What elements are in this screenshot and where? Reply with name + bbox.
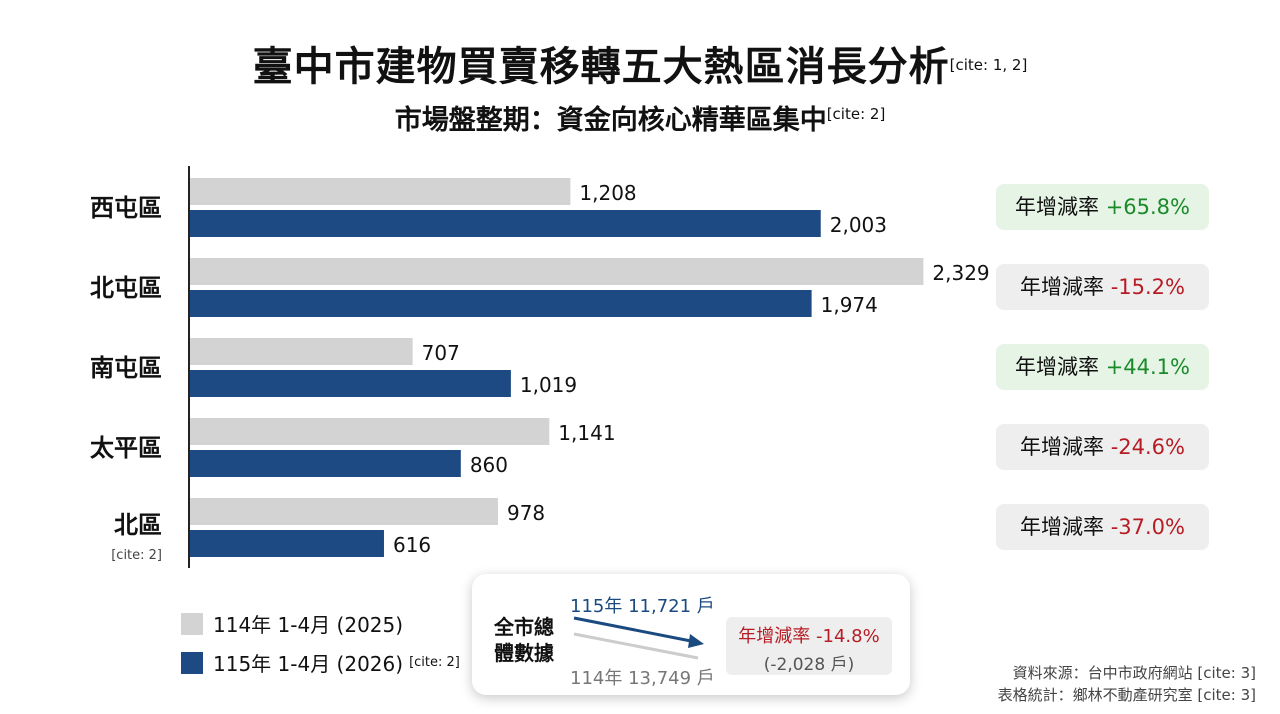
- data-label-beitun-2025: 2,329: [932, 261, 989, 285]
- data-label-xitun-2026: 2,003: [830, 213, 887, 237]
- subtitle-citation: [cite: 2]: [826, 105, 886, 123]
- growth-value: -15.2%: [1110, 275, 1185, 299]
- bar-taiping-2026: [190, 450, 461, 477]
- growth-badge-taiping: 年增減率 -24.6%: [996, 424, 1209, 470]
- legend-item-2025: 114年 1-4月 (2025): [181, 609, 403, 638]
- growth-label: 年增減率: [1020, 275, 1104, 299]
- bar-north-2025: [190, 498, 498, 525]
- total-card-title: 全市總體數據: [494, 615, 554, 665]
- growth-badge-nantun: 年增減率 +44.1%: [996, 344, 1209, 390]
- growth-label: 年增減率: [1015, 355, 1099, 379]
- title-text: 臺中市建物買賣移轉五大熱區消長分析: [252, 44, 950, 90]
- legend-item-2026: 115年 1-4月 (2026) [cite: 2]: [181, 648, 460, 677]
- bar-nantun-2026: [190, 370, 511, 397]
- category-label-nantun: 南屯區: [90, 354, 162, 382]
- bar-xitun-2026: [190, 210, 821, 237]
- source-line: 資料來源：台中市政府網站 [cite: 3]: [1012, 664, 1256, 682]
- data-label-north-2026: 616: [393, 533, 431, 557]
- legend-label-2025: 114年 1-4月 (2025): [213, 613, 404, 637]
- category-label-xitun: 西屯區: [90, 194, 162, 222]
- growth-label: 年增減率: [1020, 435, 1104, 459]
- total-rate-value: 年增減率 -14.8%: [738, 626, 880, 647]
- total-rate-box: 年增減率 -14.8% (-2,028 戶): [726, 617, 892, 675]
- legend-swatch-2026: [181, 651, 203, 674]
- data-label-taiping-2026: 860: [470, 453, 508, 477]
- category-citation: [cite: 2]: [111, 548, 162, 563]
- growth-value: +65.8%: [1105, 195, 1190, 219]
- bar-beitun-2026: [190, 290, 812, 317]
- total-diff-value: (-2,028 戶): [763, 655, 855, 675]
- category-label-north: 北區: [114, 511, 162, 539]
- data-label-north-2025: 978: [507, 501, 545, 525]
- legend-swatch-2025: [181, 612, 203, 635]
- bar-nantun-2025: [190, 338, 413, 365]
- legend-label-2026: 115年 1-4月 (2026): [213, 652, 404, 676]
- total-old-value: 114年 13,749 戶: [570, 668, 715, 689]
- growth-label: 年增減率: [1015, 195, 1099, 219]
- data-label-beitun-2026: 1,974: [821, 293, 878, 317]
- chart-title: 臺中市建物買賣移轉五大熱區消長分析[cite: 1, 2]: [0, 34, 1280, 92]
- trend-arrow-icon: [573, 616, 704, 660]
- legend-citation: [cite: 2]: [409, 655, 460, 670]
- data-label-nantun-2025: 707: [422, 341, 460, 365]
- total-new-value: 115年 11,721 戶: [570, 596, 715, 617]
- bar-beitun-2025: [190, 258, 924, 285]
- bar-xitun-2025: [190, 178, 571, 205]
- growth-badge-north: 年增減率 -37.0%: [996, 504, 1209, 550]
- compiler-line: 表格統計：鄉林不動產研究室 [cite: 3]: [997, 686, 1256, 704]
- bar-north-2026: [190, 530, 384, 557]
- chart-subtitle: 市場盤整期：資金向核心精華區集中[cite: 2]: [0, 98, 1280, 137]
- growth-value: +44.1%: [1105, 355, 1190, 379]
- title-citation: [cite: 1, 2]: [949, 56, 1028, 74]
- data-label-taiping-2025: 1,141: [558, 421, 615, 445]
- growth-label: 年增減率: [1020, 515, 1104, 539]
- subtitle-text: 市場盤整期：資金向核心精華區集中: [394, 105, 827, 136]
- category-label-taiping: 太平區: [90, 434, 162, 462]
- growth-badge-xitun: 年增減率 +65.8%: [996, 184, 1209, 230]
- growth-value: -37.0%: [1110, 515, 1185, 539]
- city-total-card: 全市總體數據 115年 11,721 戶 114年 13,749 戶 年增減率 …: [472, 574, 910, 695]
- growth-value: -24.6%: [1110, 435, 1185, 459]
- category-label-beitun: 北屯區: [90, 274, 162, 302]
- data-label-nantun-2026: 1,019: [520, 373, 577, 397]
- growth-badge-beitun: 年增減率 -15.2%: [996, 264, 1209, 310]
- data-label-xitun-2025: 1,208: [579, 181, 636, 205]
- source-note: 資料來源：台中市政府網站 [cite: 3] 表格統計：鄉林不動產研究室 [ci…: [998, 662, 1256, 706]
- bar-taiping-2025: [190, 418, 550, 445]
